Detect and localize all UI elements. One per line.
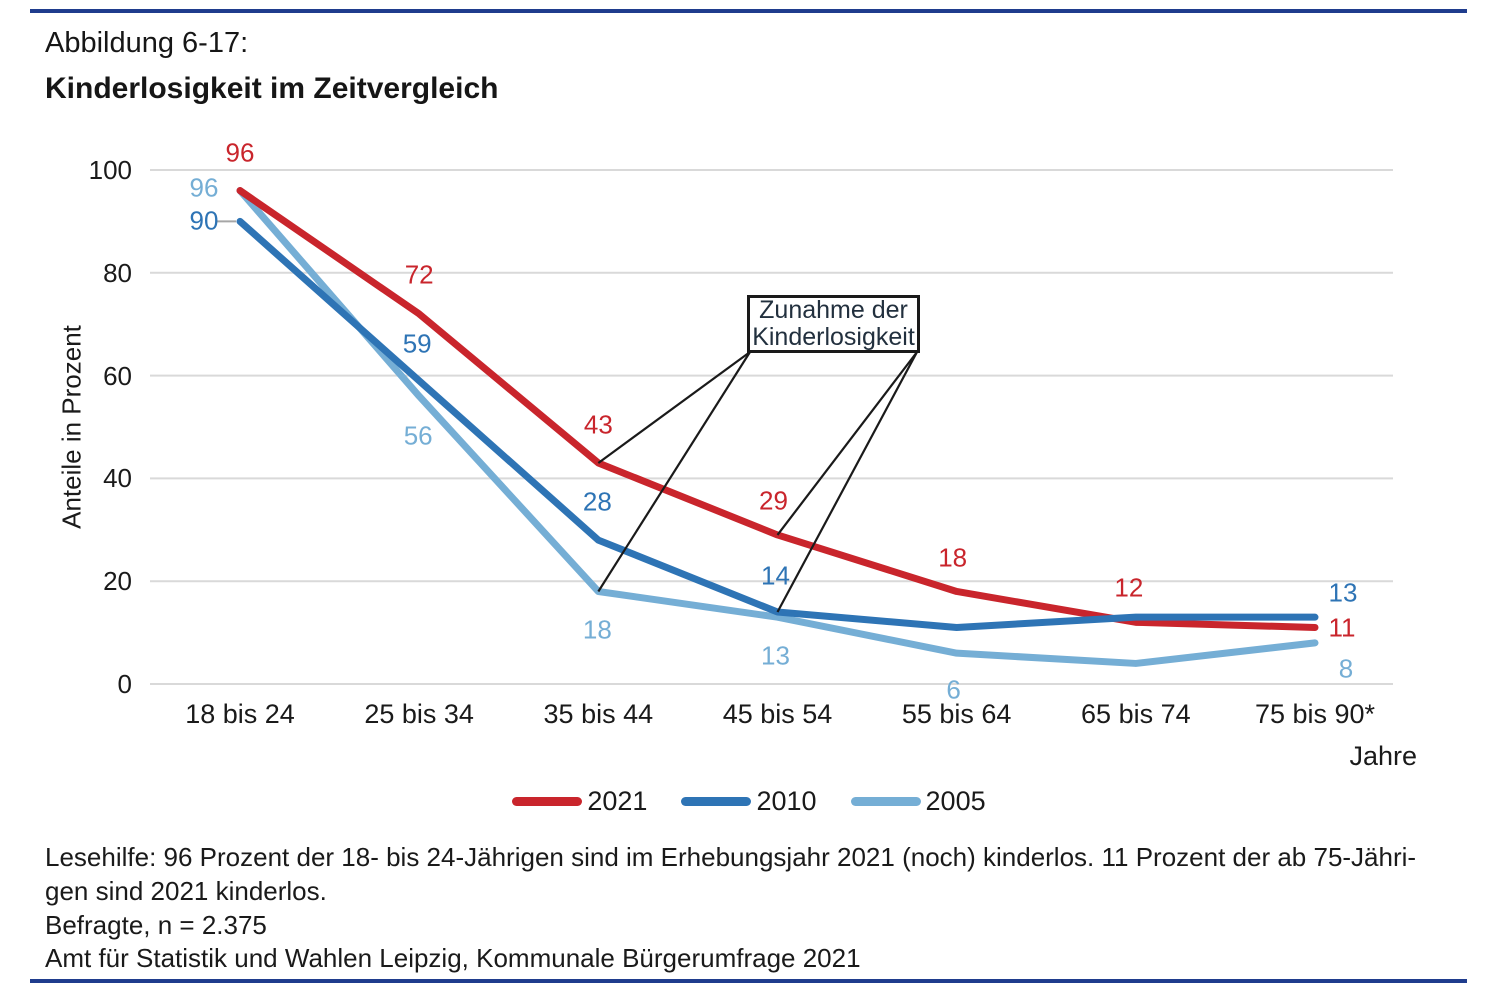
- y-tick-0: 0: [117, 669, 132, 699]
- x-tick-7: 75 bis 90*: [1254, 699, 1376, 729]
- bottom-rule: [30, 979, 1467, 983]
- annotation-text: Zunahme der Kinderlosigkeit: [752, 296, 915, 351]
- annotation-leader-line: [597, 351, 751, 464]
- data-label-2010-25bis34: 59: [402, 328, 432, 359]
- data-label-2010-18bis24: 90: [189, 205, 219, 236]
- annotation-box: Zunahme der Kinderlosigkeit: [747, 295, 920, 353]
- legend-item-2021: 2021: [512, 786, 647, 817]
- data-label-2005-35bis44: 18: [582, 614, 612, 645]
- figure-label: Abbildung 6-17:: [45, 27, 249, 59]
- data-label-2010-35bis44: 28: [582, 486, 612, 517]
- x-tick-6: 65 bis 74: [1081, 699, 1191, 729]
- legend-dash-2021: [512, 797, 583, 806]
- x-tick-3: 35 bis 44: [543, 699, 654, 729]
- annotation-leader-line: [776, 351, 918, 613]
- lesehilfe-line-2: gen sind 2021 kinderlos.: [45, 876, 327, 906]
- top-rule: [30, 9, 1467, 13]
- x-tick-2: 25 bis 34: [364, 699, 474, 729]
- data-label-2021-18bis24: 96: [225, 137, 255, 168]
- annotation-leader-line: [776, 351, 918, 536]
- data-label-2021-25bis34: 72: [404, 259, 434, 290]
- legend-label-2021: 2021: [587, 786, 648, 816]
- legend-label-2010: 2010: [756, 786, 817, 816]
- data-label-2005-25bis34: 56: [403, 420, 433, 451]
- data-label-2021-65bis74: 12: [1114, 572, 1144, 603]
- x-tick-4: 45 bis 54: [722, 699, 833, 729]
- source-note: Amt für Statistik und Wahlen Leipzig, Ko…: [45, 943, 861, 973]
- data-label-2005-75bis90: 8: [1338, 653, 1354, 684]
- legend-item-2010: 2010: [681, 786, 817, 817]
- data-label-2021-75bis90: 11: [1328, 612, 1356, 643]
- y-tick-20: 20: [103, 566, 132, 597]
- annotation-leader-line: [597, 351, 751, 593]
- data-label-2021-55bis64: 18: [938, 542, 968, 573]
- y-axis-title: Anteile in Prozent: [56, 325, 87, 529]
- y-tick-80: 80: [103, 257, 132, 288]
- lesehilfe-line-1: Lesehilfe: 96 Prozent der 18- bis 24-Jäh…: [45, 842, 1417, 872]
- x-axis-unit-label: Jahre: [1349, 741, 1417, 771]
- y-tick-40: 40: [103, 463, 132, 494]
- x-tick-5: 55 bis 64: [901, 699, 1012, 729]
- legend: 2021 2010 2005: [0, 786, 1498, 817]
- data-label-2005-55bis64: 6: [946, 674, 961, 705]
- data-label-2021-45bis54: 29: [759, 485, 788, 516]
- figure-title: Kinderlosigkeit im Zeitvergleich: [45, 72, 499, 105]
- legend-dash-2005: [850, 797, 921, 806]
- legend-item-2005: 2005: [850, 786, 986, 817]
- data-label-2010-45bis54: 14: [761, 560, 790, 591]
- x-tick-1: 18 bis 24: [185, 699, 295, 729]
- legend-label-2005: 2005: [925, 786, 986, 816]
- legend-dash-2010: [681, 797, 752, 806]
- data-label-2010-75bis90: 13: [1328, 577, 1358, 608]
- befragte-note: Befragte, n = 2.375: [45, 910, 267, 940]
- data-label-2005-45bis54: 13: [761, 640, 790, 671]
- series-line-2005: [236, 187, 1319, 667]
- y-tick-100: 100: [88, 155, 132, 185]
- data-label-2021-35bis44: 43: [583, 409, 613, 440]
- y-tick-60: 60: [103, 360, 132, 391]
- data-label-2005-18bis24: 96: [189, 172, 219, 203]
